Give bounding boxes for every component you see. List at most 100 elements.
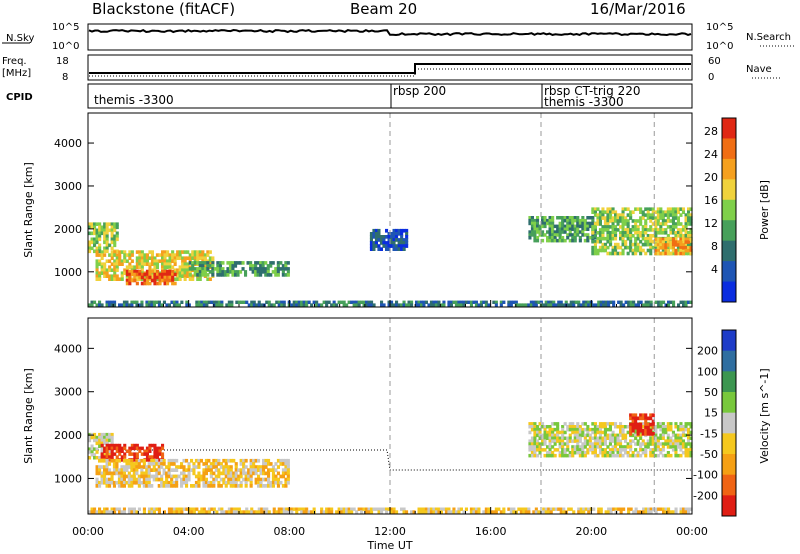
power-cell xyxy=(201,253,205,257)
power-cell xyxy=(566,227,570,231)
power-cell xyxy=(666,251,670,256)
power-cell xyxy=(95,231,99,236)
velocity-cell xyxy=(577,510,581,514)
power-cell xyxy=(543,224,547,229)
velocity-cell xyxy=(568,427,572,432)
velocity-cell xyxy=(606,433,610,438)
power-cell xyxy=(113,225,117,230)
power-cell xyxy=(624,245,628,250)
velocity-cell xyxy=(449,510,453,514)
velocity-cell xyxy=(578,425,582,429)
power-cell xyxy=(679,207,683,211)
power-cell xyxy=(687,219,691,223)
velocity-cell xyxy=(214,465,218,469)
velocity-cell xyxy=(185,477,189,482)
velocity-cell xyxy=(120,458,124,462)
velocity-cell xyxy=(601,422,605,426)
power-cell xyxy=(330,303,334,307)
velocity-cell xyxy=(447,510,451,514)
power-cell xyxy=(206,273,210,277)
power-cell xyxy=(249,264,253,268)
velocity-cell xyxy=(160,458,164,463)
power-cell xyxy=(138,275,142,280)
power-cell xyxy=(524,303,528,307)
power-cell xyxy=(158,275,162,280)
power-cell xyxy=(631,248,635,253)
power-cell xyxy=(130,269,134,274)
power-cell xyxy=(128,269,132,274)
power-cell xyxy=(166,272,170,277)
velocity-cell xyxy=(113,452,117,456)
velocity-cell xyxy=(187,471,191,476)
power-cell xyxy=(93,237,97,242)
power-cell xyxy=(246,261,250,265)
power-cell xyxy=(202,303,206,307)
velocity-cell xyxy=(200,507,204,511)
power-cell xyxy=(578,236,582,240)
velocity-cell xyxy=(234,477,238,482)
power-cell xyxy=(639,216,643,220)
power-cell xyxy=(168,265,172,269)
power-cell xyxy=(392,228,396,233)
velocity-cell xyxy=(145,458,149,462)
velocity-cell xyxy=(666,453,670,458)
velocity-cell xyxy=(108,438,112,443)
power-cell xyxy=(163,265,167,269)
velocity-cell xyxy=(598,451,602,455)
cpid-segment-4: themis -3300 xyxy=(544,95,624,109)
power-cell xyxy=(105,234,109,239)
velocity-cell xyxy=(100,474,104,479)
power-cell xyxy=(166,265,170,269)
power-cell xyxy=(529,300,533,304)
power-cell xyxy=(191,277,195,281)
power-cell xyxy=(687,216,691,220)
power-cell xyxy=(265,300,269,304)
power-colorbar-tick-label: 20 xyxy=(704,171,718,184)
power-cell xyxy=(606,228,610,232)
power-cell xyxy=(639,234,643,238)
power-cell xyxy=(644,219,648,223)
velocity-cell xyxy=(212,480,216,485)
power-cell xyxy=(598,245,602,250)
velocity-cell xyxy=(207,510,211,514)
velocity-cell xyxy=(586,430,590,435)
power-cell xyxy=(163,256,167,260)
power-cell xyxy=(684,216,688,220)
power-cell xyxy=(664,228,668,232)
velocity-cell xyxy=(598,436,602,440)
power-cell xyxy=(664,239,668,244)
power-cell xyxy=(150,259,154,263)
velocity-cell xyxy=(237,484,241,488)
velocity-cell xyxy=(286,465,290,469)
velocity-cell xyxy=(684,422,688,426)
power-cell xyxy=(626,228,630,232)
power-cell xyxy=(548,227,552,231)
velocity-cell xyxy=(285,510,289,514)
power-cell xyxy=(178,250,182,254)
power-cell xyxy=(657,303,661,307)
power-cell xyxy=(641,216,645,220)
velocity-cell xyxy=(563,436,567,440)
power-cell xyxy=(168,272,172,277)
power-cell xyxy=(132,300,136,304)
power-cell xyxy=(249,261,253,265)
power-cell xyxy=(402,300,406,304)
velocity-cell xyxy=(619,433,623,438)
power-cell xyxy=(553,236,557,240)
velocity-cell xyxy=(125,458,129,463)
velocity-cell xyxy=(639,445,643,449)
velocity-colorbar-tick-label: -100 xyxy=(693,469,718,482)
power-cell xyxy=(295,300,299,304)
power-cell xyxy=(656,210,660,214)
power-cell xyxy=(568,233,572,237)
power-cell xyxy=(352,300,356,304)
velocity-cell xyxy=(591,445,595,449)
power-cell xyxy=(152,303,156,307)
power-cell xyxy=(201,267,205,271)
velocity-cell xyxy=(137,462,141,466)
power-cell xyxy=(150,269,154,274)
velocity-cell xyxy=(155,458,159,463)
power-cell xyxy=(196,250,200,254)
velocity-cell xyxy=(533,442,537,446)
velocity-cell xyxy=(646,442,650,446)
